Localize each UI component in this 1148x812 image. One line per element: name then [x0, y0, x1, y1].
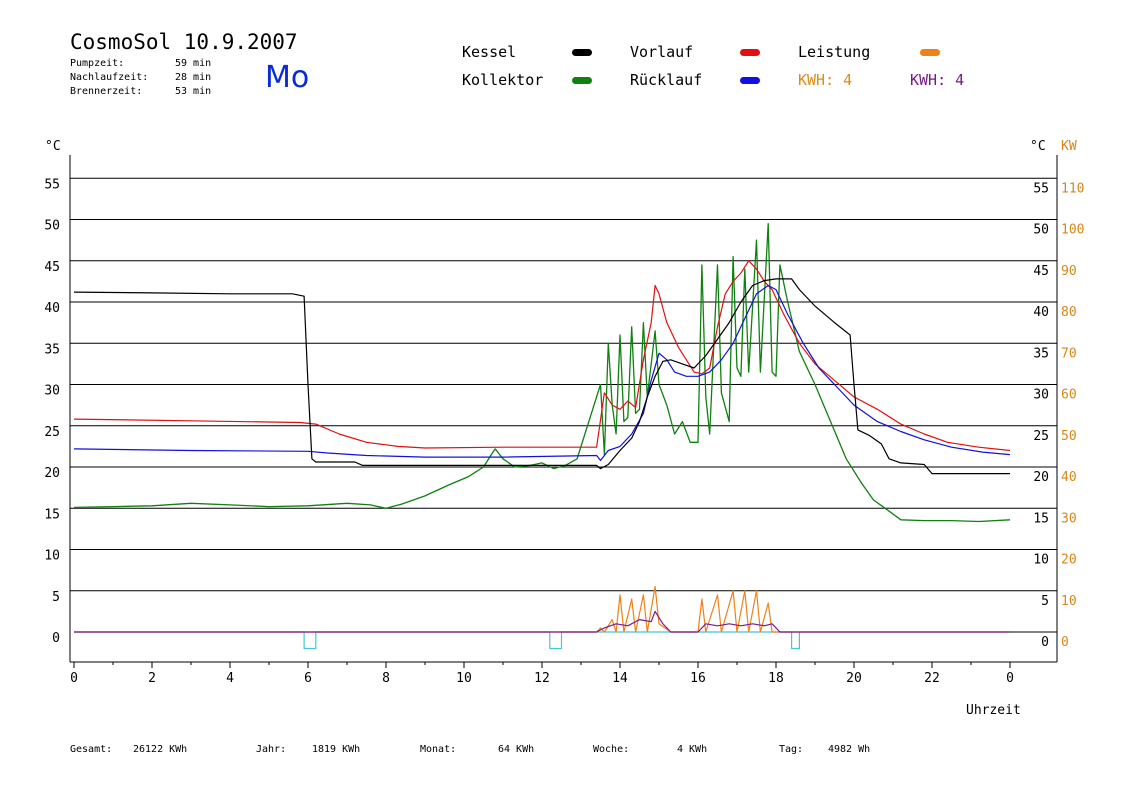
y-tick-label-right: 20: [1033, 470, 1049, 485]
stat-label: Tag:: [779, 744, 804, 755]
y-tick-label-right: 0: [1041, 635, 1049, 650]
legend-kessel-swatch: [572, 49, 592, 56]
y-tick-label-right: 55: [1033, 181, 1049, 196]
x-tick-label: 12: [534, 671, 550, 686]
y2-tick-label: 30: [1061, 511, 1077, 526]
legend-leistung-swatch: [920, 49, 940, 56]
y2-tick-label: 20: [1061, 553, 1077, 568]
y-tick-label-right: 5: [1041, 594, 1049, 609]
y2-tick-label: 10: [1061, 594, 1077, 609]
series-line-pumpe: [74, 631, 1010, 650]
y2-tick-label: 80: [1061, 305, 1077, 320]
info-value: 28 min: [175, 72, 212, 83]
y2-axis-label: KW: [1061, 139, 1077, 154]
stat-label: Monat:: [420, 744, 457, 755]
y-tick-label-right: 35: [1033, 346, 1049, 361]
info-label: Brennerzeit:: [70, 86, 143, 97]
stat-value: 4 KWh: [677, 744, 708, 755]
y-tick-label-right: 40: [1033, 305, 1049, 320]
x-tick-label: 10: [456, 671, 472, 686]
x-axis-label: Uhrzeit: [966, 703, 1021, 718]
y-tick-label-right: 10: [1033, 553, 1049, 568]
info-label: Nachlaufzeit:: [70, 72, 149, 83]
info-value: 53 min: [175, 86, 212, 97]
weekday-label: Mo: [265, 60, 310, 95]
series-line-vorlauf: [73, 260, 1011, 452]
x-tick-label: 22: [924, 671, 940, 686]
legend-kwh-orange: KWH: 4: [798, 71, 853, 89]
info-value: 59 min: [175, 58, 212, 69]
y2-tick-label: 50: [1061, 429, 1077, 444]
y-tick-label-left: 45: [44, 260, 60, 275]
info-label: Pumpzeit:: [70, 58, 125, 69]
y-axis-label-right: °C: [1030, 139, 1046, 154]
x-tick-label: 18: [768, 671, 784, 686]
y-tick-label-left: 40: [44, 301, 60, 316]
y-tick-label-right: 15: [1033, 511, 1049, 526]
x-tick-label: 20: [846, 671, 862, 686]
stat-value: 4982 Wh: [828, 744, 871, 755]
y-tick-label-left: 5: [52, 590, 60, 605]
y-tick-label-left: 10: [44, 549, 60, 564]
x-tick-label: 6: [304, 671, 312, 686]
series-line-kwh: [74, 610, 1010, 633]
y-tick-label-right: 25: [1033, 429, 1049, 444]
stat-value: 1819 KWh: [312, 744, 361, 755]
y-tick-label-left: 25: [44, 425, 60, 440]
y2-tick-label: 70: [1061, 346, 1077, 361]
stat-label: Jahr:: [256, 744, 287, 755]
series-line-rcklauf: [73, 284, 1011, 461]
y-tick-label-right: 50: [1033, 223, 1049, 238]
y-tick-label-left: 20: [44, 466, 60, 481]
x-tick-label: 16: [690, 671, 706, 686]
legend-ruecklauf-swatch: [740, 77, 760, 84]
page-title: CosmoSol 10.9.2007: [70, 30, 298, 54]
y-axis-label-left: °C: [45, 139, 61, 154]
y-tick-label-right: 30: [1033, 388, 1049, 403]
y2-tick-label: 0: [1061, 635, 1069, 650]
y2-tick-label: 110: [1061, 181, 1084, 196]
y-tick-label-left: 0: [52, 631, 60, 646]
legend-vorlauf-swatch: [740, 49, 760, 56]
x-tick-label: 0: [1006, 671, 1014, 686]
legend-kessel-label: Kessel: [462, 43, 517, 61]
x-tick-label: 2: [148, 671, 156, 686]
x-tick-label: 14: [612, 671, 628, 686]
stat-value: 26122 KWh: [133, 744, 188, 755]
y2-tick-label: 90: [1061, 264, 1077, 279]
x-tick-label: 0: [70, 671, 78, 686]
y-tick-label-right: 45: [1033, 264, 1049, 279]
y-tick-label-left: 15: [44, 507, 60, 522]
legend-kollektor-swatch: [572, 77, 592, 84]
y-tick-label-left: 50: [44, 219, 60, 234]
legend-ruecklauf-label: Rücklauf: [630, 71, 703, 89]
y2-tick-label: 40: [1061, 470, 1077, 485]
x-tick-label: 8: [382, 671, 390, 686]
stat-label: Gesamt:: [70, 744, 113, 755]
y-tick-label-left: 35: [44, 342, 60, 357]
y-tick-label-left: 55: [44, 177, 60, 192]
legend-kollektor-label: Kollektor: [462, 71, 544, 89]
series-line-leistung: [74, 586, 1010, 633]
legend-kwh-purple: KWH: 4: [910, 71, 965, 89]
series-line-kollektor: [73, 222, 1011, 523]
y-tick-label-left: 30: [44, 384, 60, 399]
stat-value: 64 KWh: [498, 744, 535, 755]
legend-leistung-label: Leistung: [798, 43, 871, 61]
stat-label: Woche:: [593, 744, 630, 755]
legend-vorlauf-label: Vorlauf: [630, 43, 694, 61]
y2-tick-label: 100: [1061, 223, 1084, 238]
y2-tick-label: 60: [1061, 388, 1077, 403]
x-tick-label: 4: [226, 671, 234, 686]
series-line-kessel: [73, 278, 1010, 475]
